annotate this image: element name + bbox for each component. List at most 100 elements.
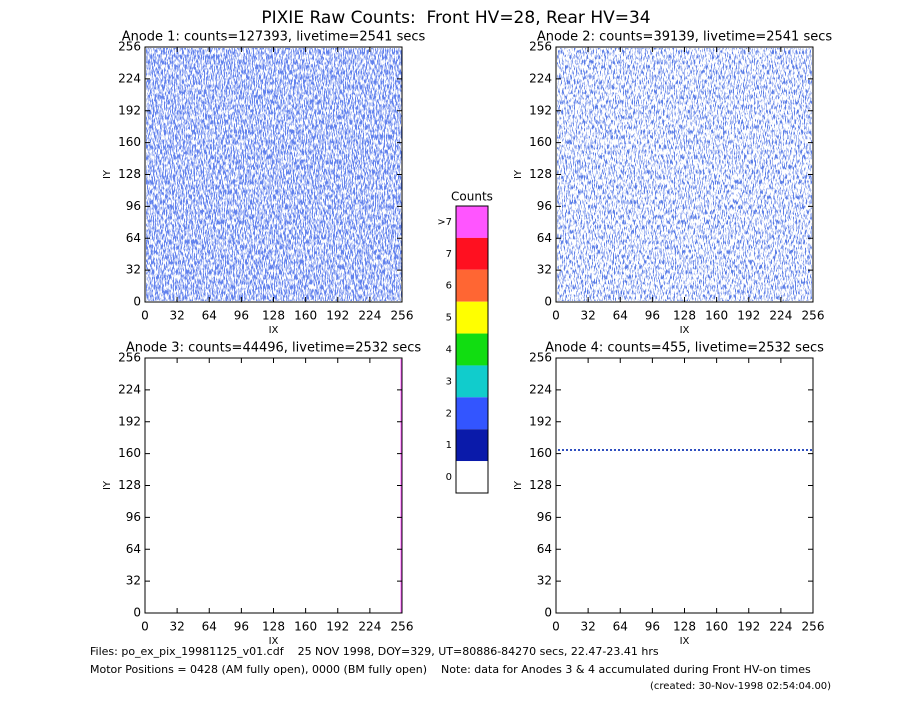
x-tick-label: 160 (705, 309, 728, 323)
y-axis-label: IY (513, 169, 524, 179)
colorbar-swatch (456, 333, 488, 366)
x-tick-label: 192 (737, 309, 760, 323)
y-tick-label: 128 (118, 478, 141, 492)
x-axis-label: IX (269, 325, 279, 336)
colorbar-label: 5 (446, 313, 452, 324)
panel-title: Anode 4: counts=455, livetime=2532 secs (545, 341, 824, 356)
y-tick-label: 96 (126, 510, 141, 524)
y-tick-label: 192 (118, 414, 141, 428)
x-tick-label: 128 (262, 309, 285, 323)
y-tick-label: 64 (126, 542, 141, 556)
colorbar-title: Counts (451, 190, 493, 204)
y-tick-label: 64 (537, 542, 552, 556)
colorbar-label: 1 (446, 440, 452, 451)
x-tick-label: 128 (673, 620, 696, 634)
y-tick-label: 64 (126, 231, 141, 245)
colorbar-swatch (456, 365, 488, 398)
y-tick-label: 256 (118, 351, 141, 365)
y-tick-label: 0 (544, 295, 552, 309)
x-tick-label: 64 (613, 309, 628, 323)
x-tick-label: 64 (202, 309, 217, 323)
y-tick-label: 256 (529, 351, 552, 365)
x-tick-label: 96 (645, 620, 660, 634)
y-tick-label: 160 (118, 135, 141, 149)
x-tick-label: 192 (737, 620, 760, 634)
y-tick-label: 224 (529, 71, 552, 85)
colorbar-label: 6 (446, 281, 452, 292)
y-tick-label: 32 (126, 263, 141, 277)
y-tick-label: 256 (118, 40, 141, 54)
y-tick-label: 160 (529, 135, 552, 149)
panel-title: Anode 3: counts=44496, livetime=2532 sec… (126, 341, 422, 356)
y-axis-label: IY (102, 169, 113, 179)
x-tick-label: 96 (234, 620, 249, 634)
x-tick-label: 128 (262, 620, 285, 634)
colorbar-label: >7 (437, 217, 452, 228)
x-tick-label: 192 (326, 620, 349, 634)
y-tick-label: 96 (537, 199, 552, 213)
x-tick-label: 160 (294, 620, 317, 634)
x-tick-label: 192 (326, 309, 349, 323)
x-tick-label: 0 (141, 309, 149, 323)
y-tick-label: 32 (537, 574, 552, 588)
x-tick-label: 64 (202, 620, 217, 634)
panel-title: Anode 1: counts=127393, livetime=2541 se… (122, 30, 426, 45)
x-tick-label: 64 (613, 620, 628, 634)
x-tick-label: 32 (169, 620, 184, 634)
x-axis-label: IX (680, 636, 690, 647)
x-tick-label: 224 (769, 620, 792, 634)
x-tick-label: 0 (552, 620, 560, 634)
plot-frame (144, 357, 403, 614)
panels (146, 48, 812, 613)
colorbar-label: 4 (446, 345, 452, 356)
y-axis-label: IY (513, 480, 524, 490)
colorbar-label: 0 (446, 472, 452, 483)
x-tick-label: 32 (580, 620, 595, 634)
y-tick-label: 64 (537, 231, 552, 245)
colorbar-label: 7 (446, 249, 452, 260)
colorbar-swatch (456, 237, 488, 270)
colorbar-swatch (456, 206, 488, 238)
colorbar-swatch (456, 461, 488, 493)
y-tick-label: 0 (133, 295, 141, 309)
y-tick-label: 128 (529, 478, 552, 492)
x-tick-label: 256 (391, 620, 414, 634)
y-tick-label: 192 (529, 103, 552, 117)
y-tick-label: 192 (118, 103, 141, 117)
y-tick-label: 224 (118, 382, 141, 396)
x-axis-label: IX (680, 325, 690, 336)
x-tick-label: 0 (141, 620, 149, 634)
colorbar-label: 2 (446, 408, 452, 419)
page-title: PIXIE Raw Counts: Front HV=28, Rear HV=3… (261, 8, 650, 28)
colorbar-swatch (456, 429, 488, 462)
y-tick-label: 224 (529, 382, 552, 396)
colorbar-label: 3 (446, 376, 452, 387)
y-tick-label: 256 (529, 40, 552, 54)
x-tick-label: 224 (769, 309, 792, 323)
x-tick-label: 160 (705, 620, 728, 634)
plot-frame (555, 357, 814, 614)
y-tick-label: 160 (529, 446, 552, 460)
x-tick-label: 224 (358, 620, 381, 634)
x-tick-label: 0 (552, 309, 560, 323)
x-tick-label: 224 (358, 309, 381, 323)
y-tick-label: 160 (118, 446, 141, 460)
x-tick-label: 256 (802, 309, 825, 323)
y-axis-label: IY (102, 480, 113, 490)
y-tick-label: 96 (537, 510, 552, 524)
y-tick-label: 128 (118, 167, 141, 181)
y-tick-label: 192 (529, 414, 552, 428)
x-tick-label: 32 (580, 309, 595, 323)
footer-line: Motor Positions = 0428 (AM fully open), … (90, 663, 811, 676)
y-tick-label: 128 (529, 167, 552, 181)
panel-title: Anode 2: counts=39139, livetime=2541 sec… (537, 30, 833, 45)
noise-texture (557, 48, 812, 301)
x-tick-label: 160 (294, 309, 317, 323)
y-tick-label: 0 (133, 606, 141, 620)
x-tick-label: 256 (802, 620, 825, 634)
colorbar-swatch (456, 269, 488, 302)
x-tick-label: 96 (645, 309, 660, 323)
y-tick-label: 224 (118, 71, 141, 85)
x-tick-label: 256 (391, 309, 414, 323)
y-tick-label: 32 (537, 263, 552, 277)
